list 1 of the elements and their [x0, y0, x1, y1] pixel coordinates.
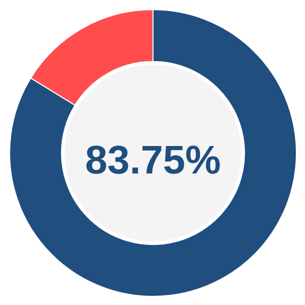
text: 83.75% [85, 138, 221, 183]
